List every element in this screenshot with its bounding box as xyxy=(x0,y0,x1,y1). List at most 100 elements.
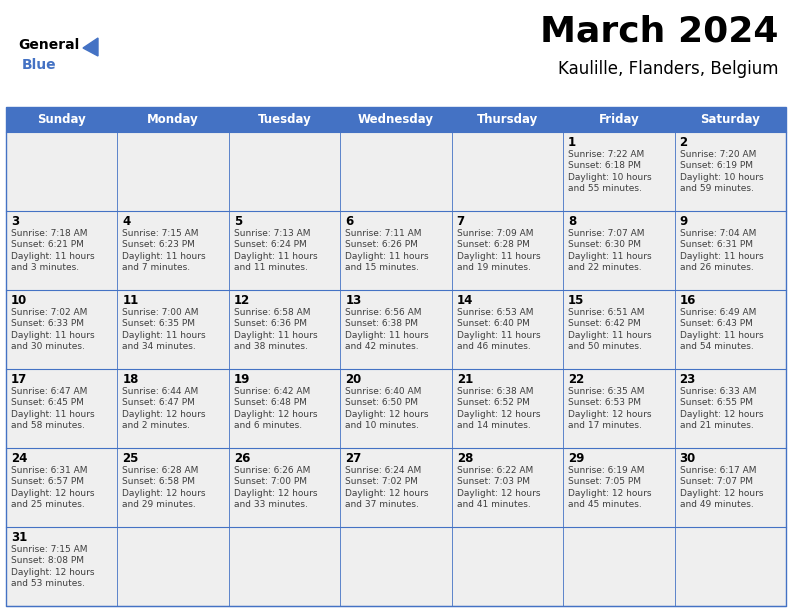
Text: Sunrise: 6:44 AM
Sunset: 6:47 PM
Daylight: 12 hours
and 2 minutes.: Sunrise: 6:44 AM Sunset: 6:47 PM Dayligh… xyxy=(123,387,206,430)
Text: Sunrise: 6:22 AM
Sunset: 7:03 PM
Daylight: 12 hours
and 41 minutes.: Sunrise: 6:22 AM Sunset: 7:03 PM Dayligh… xyxy=(457,466,540,509)
Bar xyxy=(117,369,229,448)
Text: 31: 31 xyxy=(11,531,27,544)
Text: 10: 10 xyxy=(11,294,27,307)
Bar xyxy=(6,211,117,290)
Text: 26: 26 xyxy=(234,452,250,465)
Text: Sunrise: 6:33 AM
Sunset: 6:55 PM
Daylight: 12 hours
and 21 minutes.: Sunrise: 6:33 AM Sunset: 6:55 PM Dayligh… xyxy=(680,387,763,430)
Text: 18: 18 xyxy=(123,373,139,386)
Bar xyxy=(6,290,117,369)
Text: 4: 4 xyxy=(123,215,131,228)
Text: Friday: Friday xyxy=(599,113,639,126)
Bar xyxy=(6,107,786,132)
Text: 30: 30 xyxy=(680,452,696,465)
Bar xyxy=(229,211,341,290)
Text: Sunrise: 6:31 AM
Sunset: 6:57 PM
Daylight: 12 hours
and 25 minutes.: Sunrise: 6:31 AM Sunset: 6:57 PM Dayligh… xyxy=(11,466,94,509)
Text: Sunrise: 7:13 AM
Sunset: 6:24 PM
Daylight: 11 hours
and 11 minutes.: Sunrise: 7:13 AM Sunset: 6:24 PM Dayligh… xyxy=(234,229,318,272)
Text: Thursday: Thursday xyxy=(477,113,538,126)
Text: 23: 23 xyxy=(680,373,696,386)
Bar xyxy=(675,132,786,211)
Bar xyxy=(229,290,341,369)
Text: Sunrise: 6:28 AM
Sunset: 6:58 PM
Daylight: 12 hours
and 29 minutes.: Sunrise: 6:28 AM Sunset: 6:58 PM Dayligh… xyxy=(123,466,206,509)
Bar xyxy=(229,132,341,211)
Text: Kaulille, Flanders, Belgium: Kaulille, Flanders, Belgium xyxy=(558,60,778,78)
Text: Tuesday: Tuesday xyxy=(257,113,311,126)
Bar xyxy=(563,132,675,211)
Text: Sunrise: 6:47 AM
Sunset: 6:45 PM
Daylight: 11 hours
and 58 minutes.: Sunrise: 6:47 AM Sunset: 6:45 PM Dayligh… xyxy=(11,387,94,430)
Text: Sunrise: 6:17 AM
Sunset: 7:07 PM
Daylight: 12 hours
and 49 minutes.: Sunrise: 6:17 AM Sunset: 7:07 PM Dayligh… xyxy=(680,466,763,509)
Bar xyxy=(451,369,563,448)
Bar xyxy=(563,448,675,527)
Bar xyxy=(451,211,563,290)
Text: Sunrise: 7:15 AM
Sunset: 6:23 PM
Daylight: 11 hours
and 7 minutes.: Sunrise: 7:15 AM Sunset: 6:23 PM Dayligh… xyxy=(123,229,206,272)
Text: 16: 16 xyxy=(680,294,696,307)
Bar xyxy=(117,211,229,290)
Text: 11: 11 xyxy=(123,294,139,307)
Bar xyxy=(341,211,451,290)
Text: Saturday: Saturday xyxy=(700,113,760,126)
Text: Sunrise: 6:19 AM
Sunset: 7:05 PM
Daylight: 12 hours
and 45 minutes.: Sunrise: 6:19 AM Sunset: 7:05 PM Dayligh… xyxy=(568,466,652,509)
Text: Sunrise: 7:04 AM
Sunset: 6:31 PM
Daylight: 11 hours
and 26 minutes.: Sunrise: 7:04 AM Sunset: 6:31 PM Dayligh… xyxy=(680,229,763,272)
Text: 25: 25 xyxy=(123,452,139,465)
Polygon shape xyxy=(83,38,98,56)
Text: Wednesday: Wednesday xyxy=(358,113,434,126)
Bar xyxy=(563,290,675,369)
Text: Sunrise: 7:22 AM
Sunset: 6:18 PM
Daylight: 10 hours
and 55 minutes.: Sunrise: 7:22 AM Sunset: 6:18 PM Dayligh… xyxy=(568,150,652,193)
Text: 2: 2 xyxy=(680,136,687,149)
Bar xyxy=(341,290,451,369)
Text: Sunrise: 7:00 AM
Sunset: 6:35 PM
Daylight: 11 hours
and 34 minutes.: Sunrise: 7:00 AM Sunset: 6:35 PM Dayligh… xyxy=(123,308,206,351)
Bar xyxy=(675,290,786,369)
Text: 3: 3 xyxy=(11,215,19,228)
Bar xyxy=(6,369,117,448)
Text: General: General xyxy=(18,38,79,52)
Bar xyxy=(341,527,451,606)
Bar xyxy=(6,132,117,211)
Text: 27: 27 xyxy=(345,452,361,465)
Bar xyxy=(563,369,675,448)
Text: Sunrise: 6:58 AM
Sunset: 6:36 PM
Daylight: 11 hours
and 38 minutes.: Sunrise: 6:58 AM Sunset: 6:36 PM Dayligh… xyxy=(234,308,318,351)
Text: 29: 29 xyxy=(568,452,584,465)
Bar xyxy=(341,132,451,211)
Bar xyxy=(229,527,341,606)
Text: Sunrise: 6:35 AM
Sunset: 6:53 PM
Daylight: 12 hours
and 17 minutes.: Sunrise: 6:35 AM Sunset: 6:53 PM Dayligh… xyxy=(568,387,652,430)
Text: 20: 20 xyxy=(345,373,361,386)
Bar xyxy=(563,527,675,606)
Text: Sunrise: 6:40 AM
Sunset: 6:50 PM
Daylight: 12 hours
and 10 minutes.: Sunrise: 6:40 AM Sunset: 6:50 PM Dayligh… xyxy=(345,387,428,430)
Text: Sunrise: 7:02 AM
Sunset: 6:33 PM
Daylight: 11 hours
and 30 minutes.: Sunrise: 7:02 AM Sunset: 6:33 PM Dayligh… xyxy=(11,308,94,351)
Text: Sunrise: 7:09 AM
Sunset: 6:28 PM
Daylight: 11 hours
and 19 minutes.: Sunrise: 7:09 AM Sunset: 6:28 PM Dayligh… xyxy=(457,229,540,272)
Text: 1: 1 xyxy=(568,136,577,149)
Text: 6: 6 xyxy=(345,215,353,228)
Text: Sunrise: 7:07 AM
Sunset: 6:30 PM
Daylight: 11 hours
and 22 minutes.: Sunrise: 7:07 AM Sunset: 6:30 PM Dayligh… xyxy=(568,229,652,272)
Text: 15: 15 xyxy=(568,294,584,307)
Bar xyxy=(675,448,786,527)
Bar xyxy=(117,290,229,369)
Text: 9: 9 xyxy=(680,215,687,228)
Text: 24: 24 xyxy=(11,452,28,465)
Bar xyxy=(229,448,341,527)
Bar xyxy=(675,527,786,606)
Text: Sunrise: 7:15 AM
Sunset: 8:08 PM
Daylight: 12 hours
and 53 minutes.: Sunrise: 7:15 AM Sunset: 8:08 PM Dayligh… xyxy=(11,545,94,588)
Text: 7: 7 xyxy=(457,215,465,228)
Text: Sunday: Sunday xyxy=(37,113,86,126)
Text: Sunrise: 6:24 AM
Sunset: 7:02 PM
Daylight: 12 hours
and 37 minutes.: Sunrise: 6:24 AM Sunset: 7:02 PM Dayligh… xyxy=(345,466,428,509)
Bar xyxy=(451,290,563,369)
Bar xyxy=(6,527,117,606)
Text: March 2024: March 2024 xyxy=(539,14,778,48)
Text: 17: 17 xyxy=(11,373,27,386)
Text: 21: 21 xyxy=(457,373,473,386)
Text: Sunrise: 6:56 AM
Sunset: 6:38 PM
Daylight: 11 hours
and 42 minutes.: Sunrise: 6:56 AM Sunset: 6:38 PM Dayligh… xyxy=(345,308,429,351)
Text: Sunrise: 6:53 AM
Sunset: 6:40 PM
Daylight: 11 hours
and 46 minutes.: Sunrise: 6:53 AM Sunset: 6:40 PM Dayligh… xyxy=(457,308,540,351)
Bar xyxy=(675,369,786,448)
Text: 8: 8 xyxy=(568,215,577,228)
Text: 22: 22 xyxy=(568,373,584,386)
Text: Sunrise: 6:49 AM
Sunset: 6:43 PM
Daylight: 11 hours
and 54 minutes.: Sunrise: 6:49 AM Sunset: 6:43 PM Dayligh… xyxy=(680,308,763,351)
Text: 28: 28 xyxy=(457,452,473,465)
Text: 14: 14 xyxy=(457,294,473,307)
Bar xyxy=(229,369,341,448)
Bar xyxy=(563,211,675,290)
Bar xyxy=(117,448,229,527)
Text: Monday: Monday xyxy=(147,113,199,126)
Text: Sunrise: 6:42 AM
Sunset: 6:48 PM
Daylight: 12 hours
and 6 minutes.: Sunrise: 6:42 AM Sunset: 6:48 PM Dayligh… xyxy=(234,387,318,430)
Bar xyxy=(6,107,786,606)
Text: Sunrise: 7:18 AM
Sunset: 6:21 PM
Daylight: 11 hours
and 3 minutes.: Sunrise: 7:18 AM Sunset: 6:21 PM Dayligh… xyxy=(11,229,94,272)
Text: 5: 5 xyxy=(234,215,242,228)
